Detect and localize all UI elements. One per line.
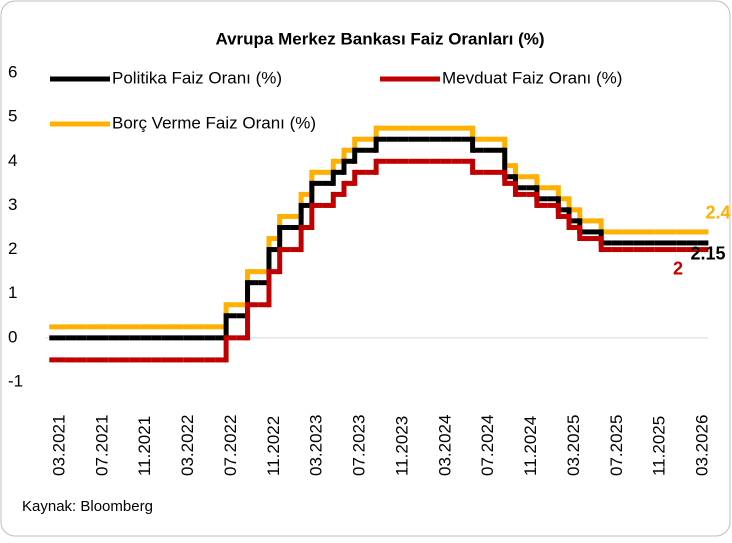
y-tick-label: -1 [8,371,23,390]
y-tick-label: 3 [8,195,17,214]
x-tick-label: 03.2022 [178,415,197,476]
x-tick-label: 07.2025 [607,415,626,476]
y-tick-label: 2 [8,239,17,258]
legend-label: Politika Faiz Oranı (%) [112,68,282,87]
x-tick-label: 07.2023 [350,415,369,476]
x-tick-label: 03.2024 [435,415,454,476]
y-tick-label: 0 [8,327,17,346]
x-tick-label: 03.2025 [564,415,583,476]
data-label: 2 [673,258,683,278]
legend-label: Mevduat Faiz Oranı (%) [442,68,622,87]
data-label: 2.15 [690,244,725,264]
legend-label: Borç Verme Faiz Oranı (%) [112,113,316,132]
x-tick-label: 03.2026 [692,415,711,476]
y-tick-label: 5 [8,107,17,126]
source: Kaynak: Bloomberg [22,498,153,515]
x-tick-label: 11.2024 [521,416,540,476]
x-tick-label: 03.2021 [49,415,68,476]
x-tick-label: 11.2022 [264,416,283,476]
data-label: 2.4 [705,203,730,223]
y-tick-label: 6 [8,62,17,81]
x-tick-label: 11.2021 [135,416,154,476]
x-tick-label: 11.2023 [392,416,411,476]
x-tick-label: 07.2022 [221,415,240,476]
x-tick-label: 07.2024 [478,415,497,476]
y-tick-label: 4 [8,151,17,170]
x-tick-label: 07.2021 [92,415,111,476]
y-tick-label: 1 [8,283,17,302]
x-tick-label: 11.2025 [650,416,669,476]
chart-title: Avrupa Merkez Bankası Faiz Oranları (%) [215,29,544,48]
x-tick-label: 03.2023 [307,415,326,476]
